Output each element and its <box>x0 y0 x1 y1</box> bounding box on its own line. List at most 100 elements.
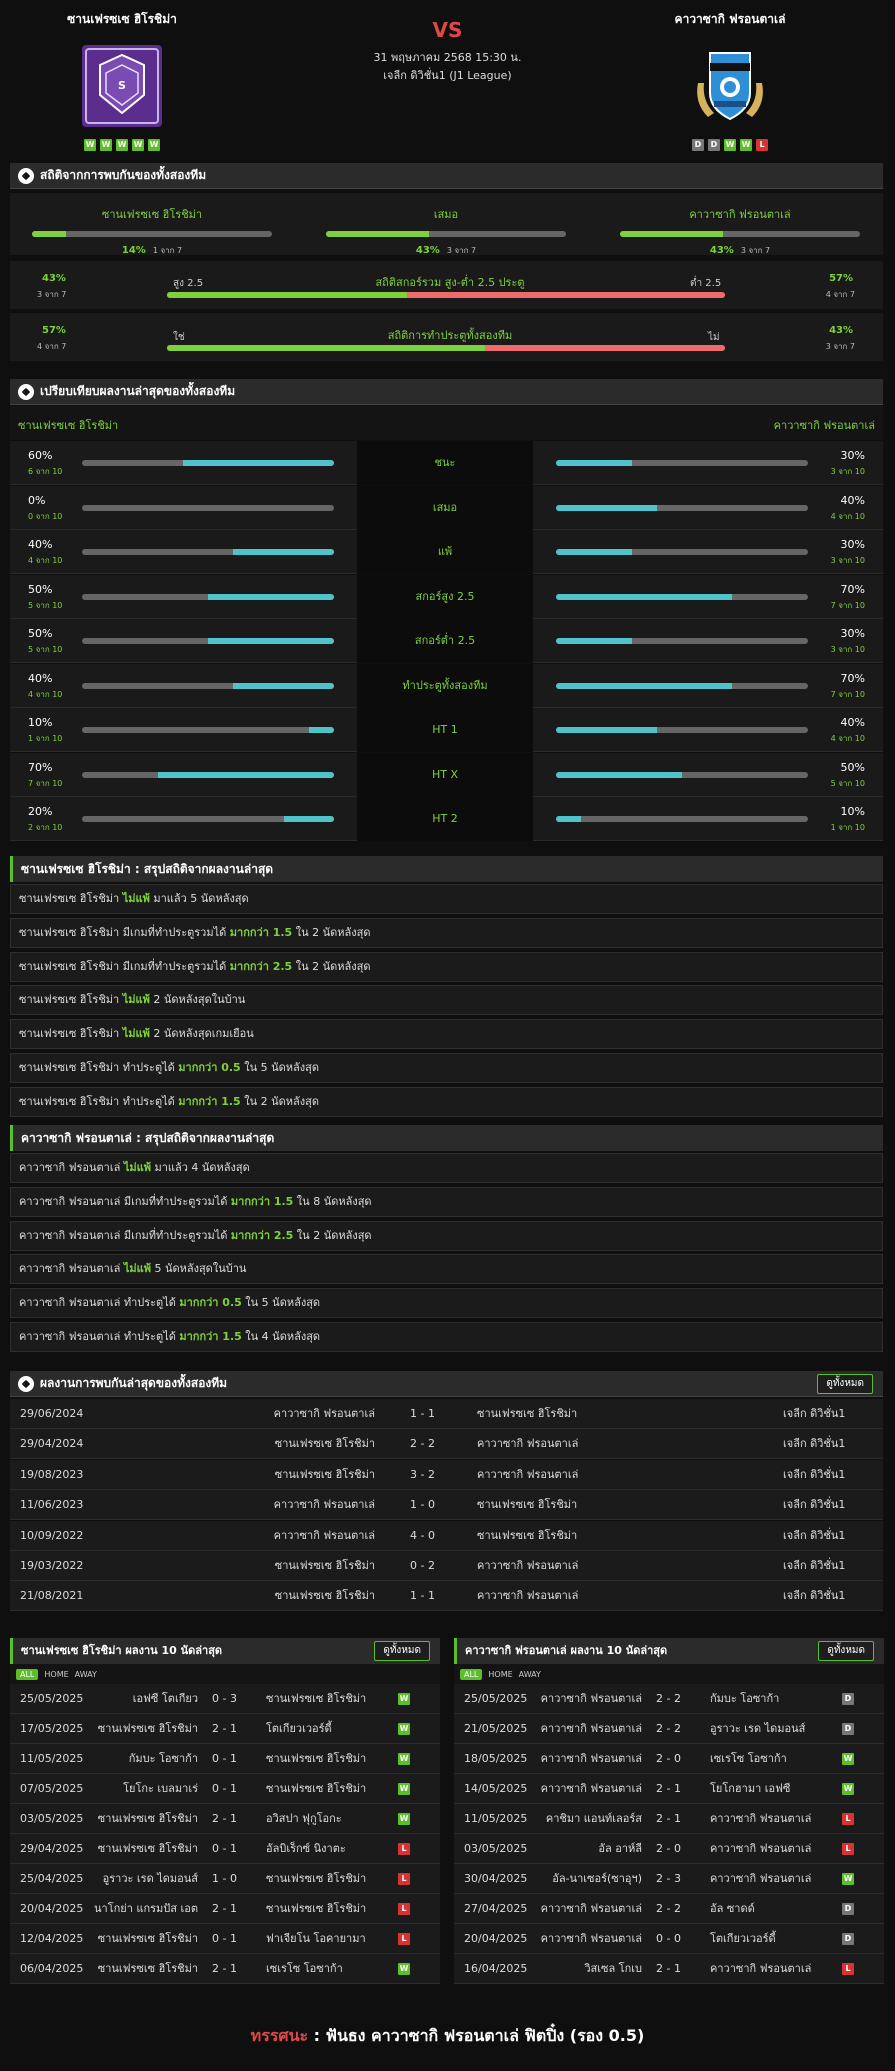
home-team[interactable]: คาวาซากิ ฟรอนตาเล่ <box>540 1752 642 1765</box>
h2h-result-row[interactable]: 29/06/2024 คาวาซากิ ฟรอนตาเล่ 1 - 1 ซานเฟรซ… <box>10 1399 883 1429</box>
away-team[interactable]: คาวาซากิ ฟรอนตาเล่ <box>477 1559 579 1572</box>
home-team[interactable]: ซานเฟรซเซ ฮิโรชิม่า <box>97 1962 198 1975</box>
home-team[interactable]: ซานเฟรซเซ ฮิโรชิม่า <box>97 1812 198 1825</box>
away-team[interactable]: อัลบิเร็กซ์ นิงาตะ <box>266 1842 346 1855</box>
tab-all[interactable]: ALL <box>460 1668 483 1680</box>
recent-match-row[interactable]: 20/04/2025 คาวาซากิ ฟรอนตาเล่ 0 - 0 โตเกียว… <box>454 1924 884 1954</box>
home-team[interactable]: ซานเฟรซเซ ฮิโรชิม่า <box>274 1589 375 1603</box>
away-team[interactable]: ซานเฟรซเซ ฮิโรชิม่า <box>266 1692 367 1705</box>
recent-match-row[interactable]: 30/04/2025 อัล-นาเซอร์(ซาอุฯ) 2 - 3 คาวาซาก… <box>454 1864 884 1894</box>
recent-match-row[interactable]: 25/05/2025 คาวาซากิ ฟรอนตาเล่ 2 - 2 กัมบะ โ… <box>454 1684 884 1714</box>
away-team[interactable]: ซานเฟรซเซ ฮิโรชิม่า <box>266 1782 367 1795</box>
tab-away[interactable]: AWAY <box>518 1669 541 1679</box>
recent-match-row[interactable]: 18/05/2025 คาวาซากิ ฟรอนตาเล่ 2 - 0 เซเรโซ … <box>454 1744 884 1774</box>
away-team[interactable]: โยโกฮามา เอฟซี <box>710 1782 791 1795</box>
home-team[interactable]: คาวาซากิ ฟรอนตาเล่ <box>273 1498 375 1512</box>
score: 0 - 3 <box>212 1692 237 1705</box>
recent-match-row[interactable]: 11/05/2025 กัมบะ โอซาก้า 0 - 1 ซานเฟรซเซ ฮิ… <box>10 1744 440 1774</box>
h2h-result-row[interactable]: 11/06/2023 คาวาซากิ ฟรอนตาเล่ 1 - 0 ซานเฟรซ… <box>10 1490 883 1521</box>
home-team[interactable]: คาวาซากิ ฟรอนตาเล่ <box>540 1692 642 1705</box>
tab-home[interactable]: HOME <box>488 1669 513 1679</box>
h2h-result-row[interactable]: 10/09/2022 คาวาซากิ ฟรอนตาเล่ 4 - 0 ซานเฟรซ… <box>10 1520 883 1551</box>
recent-match-row[interactable]: 17/05/2025 ซานเฟรซเซ ฮิโรชิม่า 2 - 1 โตเกีย… <box>10 1714 440 1744</box>
away-last10-view-all-button[interactable]: ดูทั้งหมด <box>818 1641 874 1661</box>
away-team[interactable]: คาวาซากิ ฟรอนตาเล่ <box>710 1872 812 1885</box>
away-team[interactable]: กัมบะ โอซาก้า <box>710 1692 780 1705</box>
home-team[interactable]: คาวาซากิ ฟรอนตาเล่ <box>540 1782 642 1795</box>
recent-match-row[interactable]: 03/05/2025 ซานเฟรซเซ ฮิโรชิม่า 2 - 1 อวิสปา… <box>10 1804 440 1834</box>
away-team[interactable]: โตเกียวเวอร์ดี้ <box>266 1722 332 1735</box>
away-team[interactable]: คาวาซากิ ฟรอนตาเล่ <box>710 1812 812 1825</box>
match-date: 19/08/2023 <box>20 1467 84 1481</box>
tab-all[interactable]: ALL <box>16 1668 39 1680</box>
home-team[interactable]: อัล-นาเซอร์(ซาอุฯ) <box>552 1872 642 1885</box>
home-team[interactable]: อูราวะ เรด ไดมอนส์ <box>102 1872 198 1885</box>
view-all-button[interactable]: ดูทั้งหมด <box>817 1374 873 1394</box>
home-team[interactable]: คาวาซากิ ฟรอนตาเล่ <box>540 1902 642 1915</box>
recent-match-row[interactable]: 06/04/2025 ซานเฟรซเซ ฮิโรชิม่า 2 - 1 เซเรโซ… <box>10 1954 440 1984</box>
recent-match-row[interactable]: 21/05/2025 คาวาซากิ ฟรอนตาเล่ 2 - 2 อูราวะ … <box>454 1714 884 1744</box>
away-team-name[interactable]: คาวาซากิ ฟรอนตาเล่ <box>674 12 786 26</box>
home-team[interactable]: เอฟซี โตเกียว <box>132 1692 198 1705</box>
home-team-name[interactable]: ซานเฟรซเซ ฮิโรชิม่า <box>67 12 177 26</box>
away-team[interactable]: ซานเฟรซเซ ฮิโรชิม่า <box>477 1407 578 1420</box>
h2h-result-row[interactable]: 19/08/2023 ซานเฟรซเซ ฮิโรชิม่า 3 - 2 คาวาซา… <box>10 1459 883 1490</box>
recent-match-row[interactable]: 07/05/2025 โยโกะ เบลมาเร่ 0 - 1 ซานเฟรซเซ ฮ… <box>10 1774 440 1804</box>
home-team[interactable]: ซานเฟรซเซ ฮิโรชิม่า <box>274 1467 375 1481</box>
compare-away-name[interactable]: คาวาซากิ ฟรอนตาเล่ <box>773 419 875 432</box>
home-team[interactable]: ซานเฟรซเซ ฮิโรชิม่า <box>274 1559 375 1572</box>
compare-home-name[interactable]: ซานเฟรซเซ ฮิโรชิม่า <box>18 419 119 432</box>
away-team[interactable]: คาวาซากิ ฟรอนตาเล่ <box>710 1842 812 1855</box>
away-team[interactable]: ซานเฟรซเซ ฮิโรชิม่า <box>266 1872 367 1885</box>
away-team[interactable]: อวิสปา ฟุกูโอกะ <box>266 1812 342 1825</box>
away-team[interactable]: ซานเฟรซเซ ฮิโรชิม่า <box>477 1528 578 1542</box>
recent-match-row[interactable]: 03/05/2025 อัล อาห์ลี 2 - 0 คาวาซากิ ฟรอนตา… <box>454 1834 884 1864</box>
home-team[interactable]: คาวาซากิ ฟรอนตาเล่ <box>273 1528 375 1542</box>
recent-match-row[interactable]: 12/04/2025 ซานเฟรซเซ ฮิโรชิม่า 0 - 1 ฟาเจีย… <box>10 1924 440 1954</box>
away-team[interactable]: โตเกียวเวอร์ดี้ <box>710 1932 776 1945</box>
home-team[interactable]: วิสเซล โกเบ <box>584 1962 642 1975</box>
recent-match-row[interactable]: 27/04/2025 คาวาซากิ ฟรอนตาเล่ 2 - 2 อัล ซาด… <box>454 1894 884 1924</box>
home-team[interactable]: คาวาซากิ ฟรอนตาเล่ <box>540 1932 642 1945</box>
recent-match-row[interactable]: 16/04/2025 วิสเซล โกเบ 2 - 1 คาวาซากิ ฟรอนต… <box>454 1954 884 1984</box>
home-team[interactable]: ซานเฟรซเซ ฮิโรชิม่า <box>97 1842 198 1855</box>
home-team[interactable]: คาวาซากิ ฟรอนตาเล่ <box>540 1722 642 1735</box>
away-team[interactable]: คาวาซากิ ฟรอนตาเล่ <box>477 1589 579 1603</box>
score: 1 - 0 <box>212 1872 237 1885</box>
tab-away[interactable]: AWAY <box>74 1669 97 1679</box>
recent-match-row[interactable]: 11/05/2025 คาชิมา แอนท์เลอร์ส 2 - 1 คาวาซาก… <box>454 1804 884 1834</box>
home-team[interactable]: อัล อาห์ลี <box>598 1842 642 1855</box>
home-team[interactable]: กัมบะ โอซาก้า <box>128 1752 198 1765</box>
away-team[interactable]: คาวาซากิ ฟรอนตาเล่ <box>710 1962 812 1975</box>
recent-match-row[interactable]: 25/05/2025 เอฟซี โตเกียว 0 - 3 ซานเฟรซเซ ฮิ… <box>10 1684 440 1714</box>
away-team[interactable]: คาวาซากิ ฟรอนตาเล่ <box>477 1437 579 1451</box>
away-team[interactable]: ฟาเจียโน โอคายามา <box>266 1932 366 1945</box>
home-team[interactable]: คาวาซากิ ฟรอนตาเล่ <box>273 1407 375 1420</box>
home-team[interactable]: นาโกย่า แกรมปัส เอต <box>94 1902 198 1915</box>
away-team[interactable]: ซานเฟรซเซ ฮิโรชิม่า <box>266 1752 367 1765</box>
tab-home[interactable]: HOME <box>44 1669 69 1679</box>
away-team[interactable]: ซานเฟรซเซ ฮิโรชิม่า <box>266 1902 367 1915</box>
away-team[interactable]: อูราวะ เรด ไดมอนส์ <box>710 1722 806 1735</box>
home-team[interactable]: คาชิมา แอนท์เลอร์ส <box>545 1812 642 1825</box>
away-team[interactable]: อัล ซาดด์ <box>710 1902 755 1915</box>
away-team[interactable]: เซเรโซ โอซาก้า <box>266 1962 343 1975</box>
away-team[interactable]: คาวาซากิ ฟรอนตาเล่ <box>477 1467 579 1481</box>
h2h-result-row[interactable]: 19/03/2022 ซานเฟรซเซ ฮิโรชิม่า 0 - 2 คาวาซา… <box>10 1551 883 1581</box>
recent-match-row[interactable]: 25/04/2025 อูราวะ เรด ไดมอนส์ 1 - 0 ซานเฟรซ… <box>10 1864 440 1894</box>
home-last10-view-all-button[interactable]: ดูทั้งหมด <box>374 1641 430 1661</box>
home-team[interactable]: ซานเฟรซเซ ฮิโรชิม่า <box>97 1932 198 1945</box>
h2h-result-row[interactable]: 29/04/2024 ซานเฟรซเซ ฮิโรชิม่า 2 - 2 คาวาซา… <box>10 1429 883 1460</box>
away-team[interactable]: เซเรโซ โอซาก้า <box>710 1752 787 1765</box>
home-team[interactable]: ซานเฟรซเซ ฮิโรชิม่า <box>274 1437 375 1451</box>
home-team[interactable]: โยโกะ เบลมาเร่ <box>123 1782 198 1795</box>
recent-match-row[interactable]: 20/04/2025 นาโกย่า แกรมปัส เอต 2 - 1 ซานเฟร… <box>10 1894 440 1924</box>
away-team[interactable]: ซานเฟรซเซ ฮิโรชิม่า <box>477 1498 578 1512</box>
home-team[interactable]: ซานเฟรซเซ ฮิโรชิม่า <box>97 1722 198 1735</box>
recent-match-row[interactable]: 29/04/2025 ซานเฟรซเซ ฮิโรชิม่า 0 - 1 อัลบิเ… <box>10 1834 440 1864</box>
recent-match-row[interactable]: 14/05/2025 คาวาซากิ ฟรอนตาเล่ 2 - 1 โยโกฮาม… <box>454 1774 884 1804</box>
h2h-result-row[interactable]: 21/08/2021 ซานเฟรซเซ ฮิโรชิม่า 1 - 1 คาวาซา… <box>10 1581 883 1612</box>
h2h-outcome-panel: ซานเฟรซเซ ฮิโรชิม่า 14% 1 จาก 7 เสมอ 43%… <box>10 193 883 256</box>
